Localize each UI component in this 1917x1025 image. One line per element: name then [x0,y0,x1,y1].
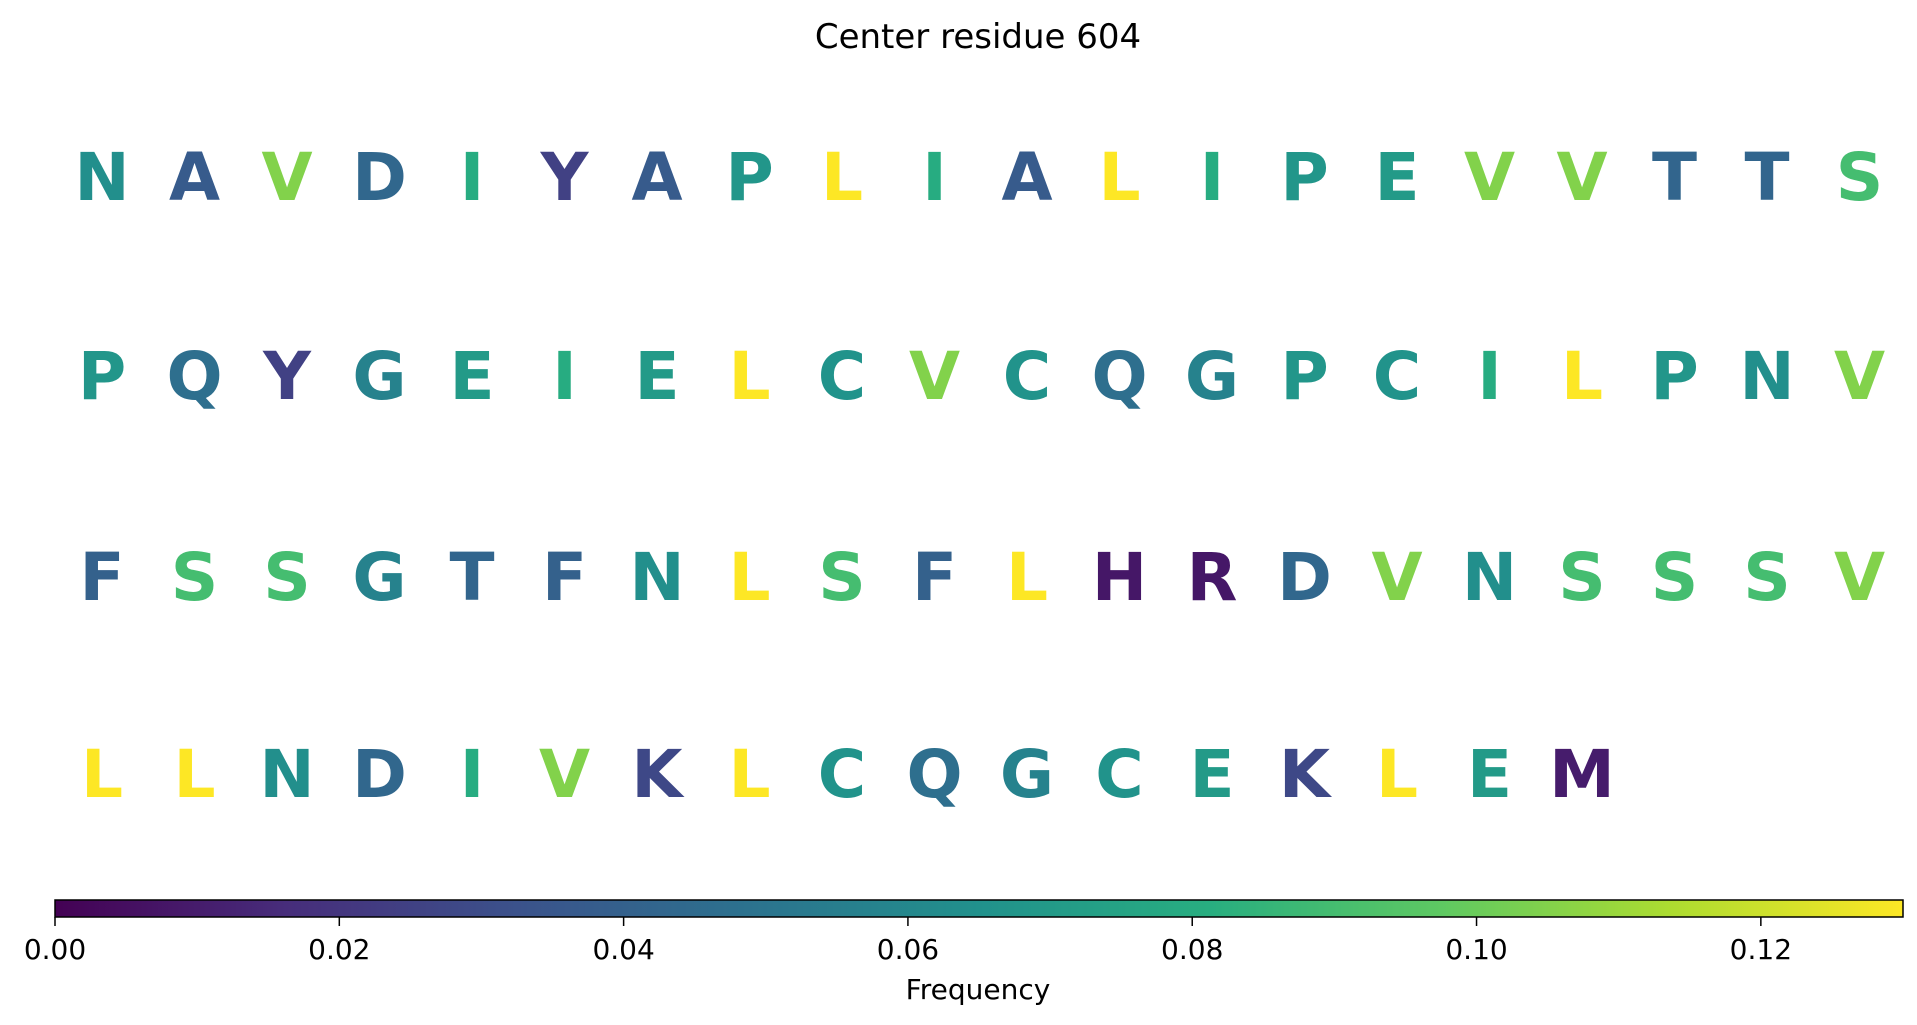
residue-letter: I [922,139,947,216]
residue-letter: D [352,139,407,216]
residue-letter: P [1280,338,1328,415]
residue-letter: V [1834,338,1885,415]
residue-letter: V [909,338,960,415]
residue-letter: L [728,539,770,616]
residue-letter: L [728,736,770,813]
residue-letter: A [169,139,220,216]
residue-letter: C [818,736,866,813]
residue-letter: V [261,139,312,216]
residue-letter: P [78,338,126,415]
residue-letter: N [259,736,314,813]
residue-letter: A [1001,139,1052,216]
residue-letter: V [1464,139,1515,216]
residue-letter: Y [262,338,312,415]
residue-letter: K [1279,736,1333,813]
residue-letter: P [725,139,773,216]
residue-letter: V [1371,539,1422,616]
residue-letter: E [634,338,679,415]
residue-letter: L [821,139,863,216]
colorbar-label: Frequency [906,973,1051,1006]
residue-letter: F [542,539,587,616]
residue-letter: V [1556,139,1607,216]
residue-letter: I [1477,338,1502,415]
residue-letter: M [1549,736,1615,813]
residue-letter: C [1003,338,1051,415]
residue-letter: E [449,338,494,415]
residue-letter: L [1376,736,1418,813]
colorbar-axis: 0.00 0.02 0.04 0.06 0.08 0.10 0.12 [24,917,1792,966]
residue-letter: S [1836,139,1884,216]
residue-letter: F [912,539,957,616]
residue-letter: S [1743,539,1791,616]
residue-letter: N [74,139,129,216]
residue-letter: G [1000,736,1054,813]
colorbar-tick-label: 0.02 [308,933,370,966]
chart-title: Center residue 604 [815,17,1141,57]
residue-letter: I [460,139,485,216]
residue-letter: F [79,539,124,616]
colorbar-tick-label: 0.12 [1730,933,1792,966]
residue-letter: Q [906,736,962,813]
residue-letter: N [629,539,684,616]
residue-letter: C [1373,338,1421,415]
residue-letter: V [539,736,590,813]
residue-letter: G [352,539,406,616]
residue-letter: S [171,539,219,616]
residue-letter: T [449,539,494,616]
residue-letter: D [352,736,407,813]
residue-letter: S [1651,539,1699,616]
colorbar-tick-label: 0.10 [1445,933,1507,966]
residue-letter: S [818,539,866,616]
colorbar-tick-label: 0.06 [877,933,939,966]
residue-letter: Q [166,338,222,415]
residue-letter: E [1374,139,1419,216]
residue-grid: N A V D I Y A P L I A L I P E V V T T SP Q Y G E I E L C V C Q G P C I L P N V… [74,139,1885,813]
residue-letter: H [1092,539,1147,616]
residue-letter: T [1652,139,1697,216]
residue-letter: L [173,736,215,813]
residue-letter: I [552,338,577,415]
residue-letter: A [631,139,682,216]
residue-letter: G [352,338,406,415]
residue-letter: L [1561,338,1603,415]
residue-letter: S [1558,539,1606,616]
residue-letter: P [1280,139,1328,216]
residue-letter: K [631,736,685,813]
residue-letter: C [1095,736,1143,813]
residue-letter: L [81,736,123,813]
colorbar-tick-label: 0.00 [24,933,86,966]
colorbar [54,899,1904,918]
residue-letter: S [263,539,311,616]
residue-letter: T [1744,139,1789,216]
residue-letter: N [1739,338,1794,415]
colorbar-tick-label: 0.08 [1161,933,1223,966]
residue-letter: D [1277,539,1332,616]
residue-letter: P [1650,338,1698,415]
residue-letter: L [728,338,770,415]
residue-letter: E [1189,736,1234,813]
residue-letter: I [1200,139,1225,216]
residue-letter: E [1467,736,1512,813]
residue-letter: V [1834,539,1885,616]
residue-letter: Q [1091,338,1147,415]
residue-letter: I [460,736,485,813]
residue-letter: Y [540,139,590,216]
residue-letter: R [1187,539,1238,616]
colorbar-tick-label: 0.04 [592,933,654,966]
residue-letter: L [1098,139,1140,216]
residue-letter: G [1185,338,1239,415]
residue-letter: L [1006,539,1048,616]
residue-letter: N [1462,539,1517,616]
residue-letter: C [818,338,866,415]
